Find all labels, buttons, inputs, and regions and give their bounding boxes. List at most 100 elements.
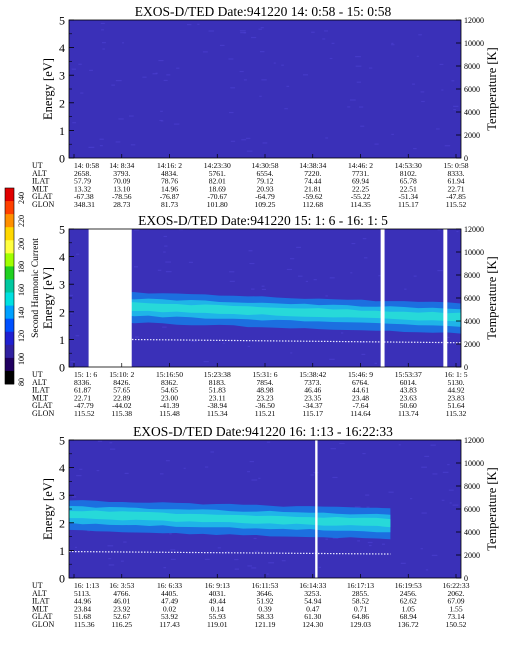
- background-speckle: [202, 51, 208, 53]
- panel-title: EXOS-D/TED Date:941220 14: 0:58 - 15: 0:…: [135, 4, 392, 19]
- background-speckle: [253, 537, 257, 540]
- y-tick-label: 4: [59, 250, 65, 264]
- background-speckle: [357, 540, 361, 542]
- y2-tick-label: 2000: [464, 340, 480, 349]
- background-speckle: [366, 506, 370, 508]
- background-speckle: [239, 70, 244, 73]
- ephemeris-row-label: GLAT: [32, 612, 53, 621]
- ephemeris-value: 18.69: [209, 184, 226, 193]
- background-speckle: [259, 51, 265, 53]
- background-speckle: [115, 141, 121, 143]
- ephemeris-value: 74.44: [304, 177, 321, 186]
- ephemeris-value: 15:46: 9: [348, 370, 373, 379]
- ephemeris-value: 16: 9:13: [205, 581, 230, 590]
- background-speckle: [413, 275, 417, 277]
- background-speckle: [97, 440, 103, 442]
- background-speckle: [424, 455, 430, 458]
- background-speckle: [108, 557, 112, 560]
- y2-axis-label: Temperature [K]: [485, 256, 499, 339]
- background-speckle: [158, 59, 164, 62]
- background-speckle: [388, 491, 394, 493]
- background-speckle: [243, 79, 247, 81]
- background-speckle: [228, 111, 234, 114]
- ephemeris-value: 47.49: [161, 597, 178, 606]
- background-speckle: [261, 285, 265, 287]
- background-speckle: [183, 467, 186, 469]
- background-speckle: [261, 288, 267, 291]
- ephemeris-value: 58.52: [352, 597, 369, 606]
- ephemeris-value: 115.17: [398, 200, 419, 209]
- background-speckle: [296, 246, 301, 249]
- ephemeris-value: -76.87: [160, 192, 180, 201]
- ephemeris-row-label: ALT: [32, 589, 47, 598]
- ephemeris-value: 14:16: 2: [157, 161, 182, 170]
- ephemeris-value: 49.44: [209, 597, 226, 606]
- colorbar-tick-label: 80: [17, 378, 26, 386]
- ephemeris-value: 65.78: [400, 177, 417, 186]
- colorbar-swatch: [5, 318, 14, 333]
- ephemeris-value: 51.64: [447, 401, 464, 410]
- background-speckle: [217, 547, 221, 549]
- y2-axis-label: Temperature [K]: [485, 47, 499, 130]
- ephemeris-value: 23.48: [352, 393, 369, 402]
- ephemeris-value: 15:38:42: [299, 370, 326, 379]
- background-speckle: [251, 567, 257, 569]
- ephemeris-value: 14.96: [161, 184, 178, 193]
- background-speckle: [449, 502, 452, 504]
- background-speckle: [351, 242, 356, 245]
- background-speckle: [425, 569, 429, 571]
- spectrogram-panel-1: EXOS-D/TED Date:941220 14: 0:58 - 15: 0:…: [32, 4, 499, 209]
- background-speckle: [325, 137, 329, 139]
- colorbar-swatch: [5, 357, 14, 372]
- ephemeris-value: 51.68: [74, 612, 91, 621]
- ephemeris-value: -7.64: [353, 401, 369, 410]
- ephemeris-value: 115.17: [302, 409, 323, 418]
- ephemeris-value: 16:22:33: [442, 581, 469, 590]
- ephemeris-value: 28.73: [113, 200, 130, 209]
- background-speckle: [130, 144, 136, 146]
- background-speckle: [310, 474, 315, 476]
- background-speckle: [133, 266, 138, 268]
- ephemeris-row-label: GLAT: [32, 192, 53, 201]
- background-speckle: [160, 473, 164, 475]
- background-speckle: [120, 560, 124, 562]
- y-tick-label: 5: [59, 223, 65, 237]
- background-speckle: [219, 44, 225, 47]
- y2-tick-label: 8000: [464, 62, 480, 71]
- background-speckle: [122, 42, 125, 44]
- background-speckle: [312, 552, 318, 554]
- ephemeris-value: 115.32: [446, 409, 467, 418]
- colorbar-swatch: [5, 266, 14, 280]
- background-speckle: [239, 30, 246, 32]
- y2-tick-label: 10000: [464, 459, 484, 468]
- ephemeris-value: 55.93: [209, 612, 226, 621]
- background-speckle: [76, 253, 80, 255]
- ephemeris-row-label: ILAT: [32, 177, 49, 186]
- colorbar-tick-label: 240: [17, 192, 26, 204]
- colorbar-swatch: [5, 305, 14, 320]
- ephemeris-value: 48.98: [256, 386, 273, 395]
- background-speckle: [115, 79, 122, 82]
- background-speckle: [298, 275, 303, 277]
- background-speckle: [163, 235, 167, 238]
- ephemeris-value: 23.00: [161, 393, 178, 402]
- ephemeris-value: 112.68: [302, 200, 323, 209]
- ephemeris-value: 115.34: [207, 409, 228, 418]
- ephemeris-value: 2456.: [400, 589, 417, 598]
- ephemeris-value: 150.52: [446, 620, 467, 629]
- ephemeris-value: 61.30: [304, 612, 321, 621]
- ephemeris-value: 64.86: [352, 612, 369, 621]
- ephemeris-value: 16:14:33: [299, 581, 326, 590]
- ephemeris-value: 4405.: [161, 589, 178, 598]
- background-speckle: [230, 87, 236, 89]
- ephemeris-value: 109.25: [255, 200, 276, 209]
- colorbar: 240 220 200 180 160 140 120 100 80 Second Harmoni…: [4, 187, 41, 386]
- y-axis-label: Energy [eV]: [41, 478, 55, 540]
- y2-tick-label: 4000: [464, 528, 480, 537]
- background-speckle: [79, 468, 83, 470]
- ephemeris-value: 44.92: [447, 386, 464, 395]
- background-speckle: [360, 341, 366, 343]
- y-tick-label: 0: [59, 572, 65, 586]
- background-speckle: [191, 340, 198, 343]
- ephemeris-value: 3253.: [304, 589, 321, 598]
